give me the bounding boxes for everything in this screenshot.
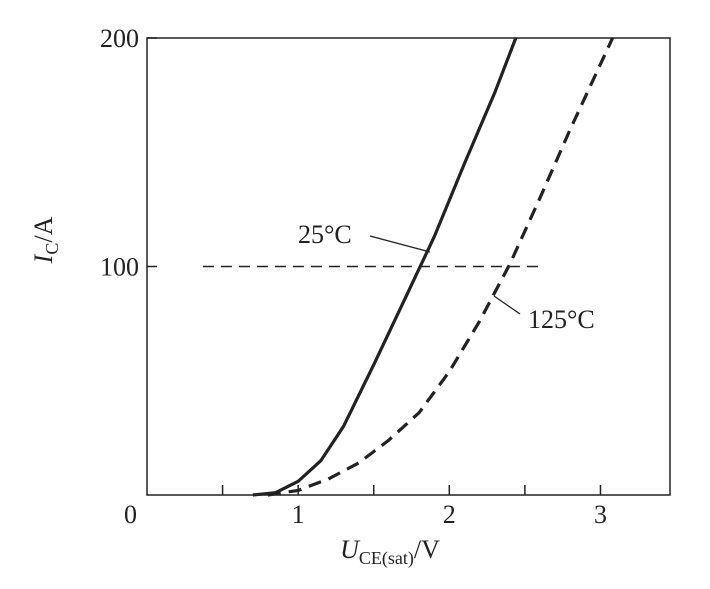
x-tick-label: 1 <box>292 500 305 529</box>
y-tick-label: 0 <box>124 500 137 529</box>
curve <box>252 37 518 497</box>
y-label-symbol: I <box>29 253 58 264</box>
x-axis-label: UCE(sat)/V <box>340 535 440 569</box>
y-label-sub: C <box>42 243 62 255</box>
y-tick-label: 200 <box>100 24 139 53</box>
x-tick-label: 3 <box>594 500 607 529</box>
curve <box>267 37 615 497</box>
annotation-leader <box>369 235 431 253</box>
annotation: 25°C <box>298 220 352 249</box>
x-label-sub: CE(sat) <box>359 548 414 569</box>
annotation-leader <box>493 295 521 315</box>
annotation: 125°C <box>528 305 595 334</box>
y-axis-label: IC/A <box>29 216 62 264</box>
x-tick-label: 2 <box>443 500 456 529</box>
x-label-unit: /V <box>414 535 440 564</box>
x-label-symbol: U <box>340 535 361 564</box>
y-label-unit: /A <box>29 216 58 242</box>
y-tick-label: 100 <box>100 253 139 282</box>
